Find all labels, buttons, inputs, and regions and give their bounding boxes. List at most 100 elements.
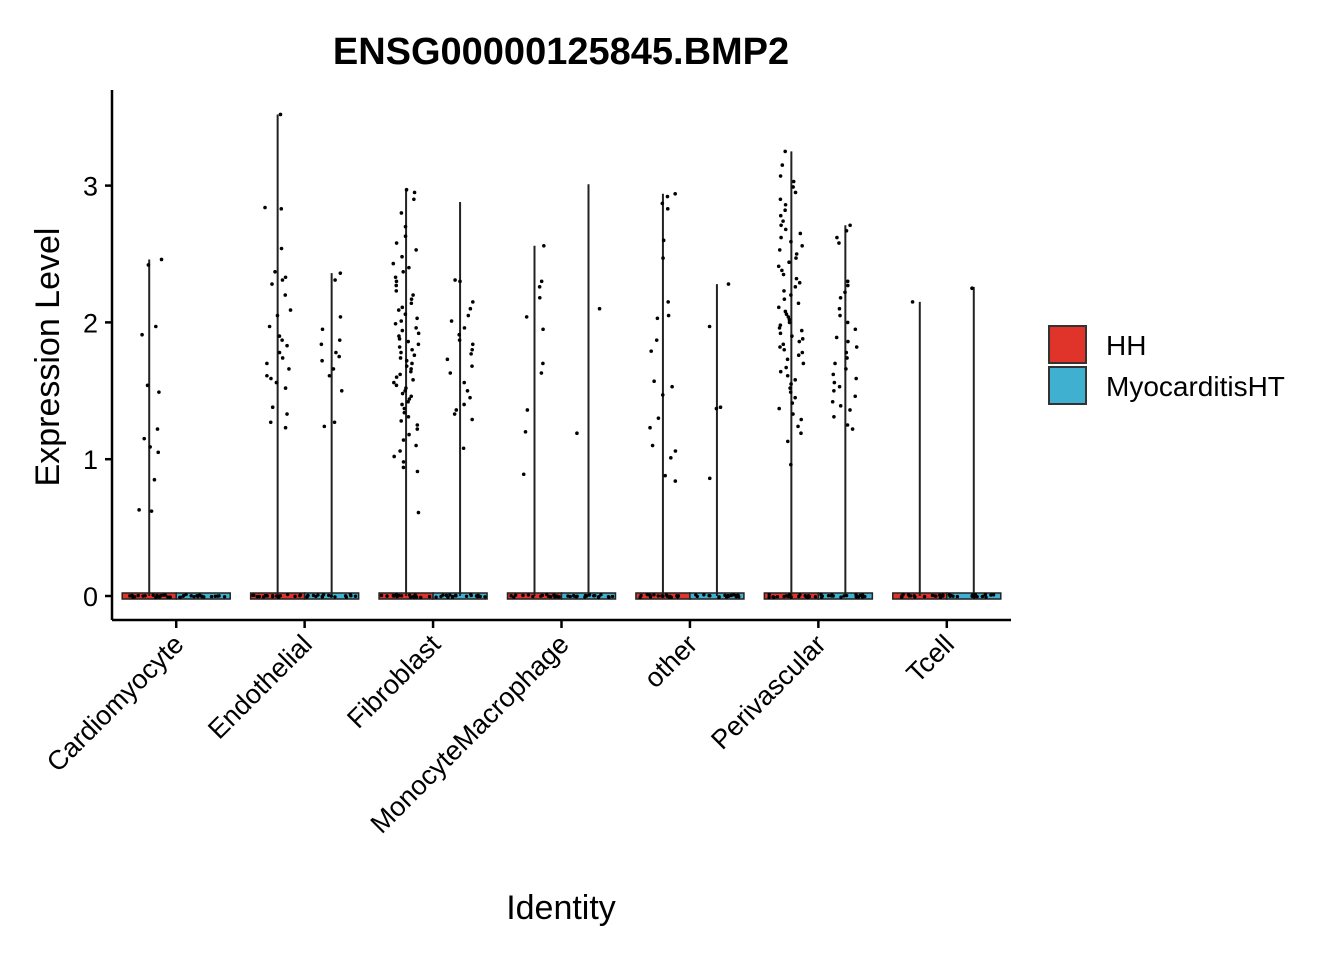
point-endothelial-myocarditisht <box>327 373 332 378</box>
point-monocytemacrophage-hh <box>539 371 544 375</box>
point-other-hh <box>673 449 678 453</box>
point-perivascular-hh <box>776 305 781 310</box>
point-perivascular-myocarditisht <box>845 320 850 325</box>
point-fibroblast-hh <box>404 187 409 192</box>
point-endothelial-hh <box>283 275 288 280</box>
point-zero-cardiomyocyte-hh <box>130 593 134 598</box>
point-endothelial-myocarditisht <box>338 271 343 275</box>
point-perivascular-hh <box>801 361 806 366</box>
point-zero-cardiomyocyte-myocarditisht <box>189 594 193 598</box>
point-perivascular-myocarditisht <box>831 372 836 377</box>
point-fibroblast-hh <box>397 334 401 338</box>
point-zero-fibroblast-hh <box>385 594 389 598</box>
point-perivascular-myocarditisht <box>837 241 841 245</box>
point-fibroblast-hh <box>401 465 406 470</box>
point-monocytemacrophage-myocarditisht <box>575 431 579 436</box>
point-perivascular-hh <box>782 297 787 301</box>
point-perivascular-hh <box>799 417 804 422</box>
point-zero-fibroblast-hh <box>399 594 404 598</box>
point-fibroblast-hh <box>415 316 419 321</box>
point-zero-cardiomyocyte-myocarditisht <box>192 595 196 599</box>
point-cardiomyocyte-hh <box>152 477 157 482</box>
point-zero-fibroblast-myocarditisht <box>446 595 450 600</box>
point-zero-endothelial-myocarditisht <box>348 593 353 597</box>
point-zero-endothelial-hh <box>276 595 281 599</box>
point-perivascular-hh <box>799 431 803 436</box>
point-fibroblast-hh <box>406 414 411 419</box>
point-fibroblast-myocarditisht <box>448 371 453 375</box>
point-perivascular-hh <box>782 347 787 352</box>
point-perivascular-hh <box>797 339 802 344</box>
point-perivascular-hh <box>791 179 796 184</box>
point-zero-perivascular-hh <box>803 593 807 598</box>
point-fibroblast-hh <box>415 469 420 474</box>
point-perivascular-hh <box>800 337 805 341</box>
point-perivascular-myocarditisht <box>848 408 852 412</box>
point-perivascular-myocarditisht <box>844 228 849 233</box>
point-fibroblast-myocarditisht <box>457 332 462 337</box>
point-fibroblast-hh <box>398 372 402 377</box>
point-zero-perivascular-myocarditisht <box>860 593 865 597</box>
point-zero-cardiomyocyte-myocarditisht <box>199 594 204 598</box>
point-perivascular-hh <box>787 320 792 325</box>
point-perivascular-hh <box>780 163 785 167</box>
point-zero-endothelial-hh <box>257 594 261 599</box>
point-perivascular-hh <box>783 202 788 207</box>
point-zero-endothelial-hh <box>293 594 297 599</box>
point-zero-monocytemacrophage-hh <box>548 594 553 599</box>
point-zero-endothelial-hh <box>298 593 303 597</box>
point-zero-tcell-myocarditisht <box>989 593 993 597</box>
point-fibroblast-hh <box>400 305 405 310</box>
point-fibroblast-hh <box>401 460 406 464</box>
point-perivascular-hh <box>783 208 787 213</box>
point-zero-tcell-myocarditisht <box>951 594 955 598</box>
point-perivascular-hh <box>784 312 789 316</box>
x-tick-label-endothelial: Endothelial <box>202 629 318 745</box>
point-perivascular-hh <box>785 439 790 444</box>
point-zero-monocytemacrophage-hh <box>513 593 518 597</box>
point-perivascular-hh <box>779 235 783 240</box>
point-fibroblast-hh <box>401 438 406 442</box>
point-endothelial-hh <box>265 373 269 378</box>
point-perivascular-myocarditisht <box>853 394 858 399</box>
point-fibroblast-hh <box>415 427 420 431</box>
point-fibroblast-myocarditisht <box>470 364 474 368</box>
point-endothelial-hh <box>274 380 279 385</box>
point-endothelial-hh <box>280 278 285 282</box>
point-endothelial-myocarditisht <box>320 327 325 332</box>
point-zero-endothelial-myocarditisht <box>326 593 331 598</box>
point-perivascular-hh <box>781 342 786 347</box>
point-perivascular-myocarditisht <box>843 290 847 295</box>
point-zero-tcell-myocarditisht <box>980 594 985 599</box>
point-perivascular-hh <box>778 197 783 202</box>
point-perivascular-hh <box>791 185 795 189</box>
point-other-hh <box>656 416 661 420</box>
point-zero-tcell-hh <box>906 593 911 597</box>
point-cardiomyocyte-hh <box>157 390 161 394</box>
point-zero-fibroblast-myocarditisht <box>434 595 438 599</box>
point-fibroblast-myocarditisht <box>470 342 475 347</box>
point-fibroblast-hh <box>398 449 402 453</box>
point-zero-perivascular-myocarditisht <box>831 594 835 598</box>
point-monocytemacrophage-hh <box>524 315 529 319</box>
point-fibroblast-myocarditisht <box>445 357 450 362</box>
x-tick-label-cardiomyocyte: Cardiomyocyte <box>41 629 190 778</box>
point-monocytemacrophage-hh <box>541 327 545 332</box>
point-perivascular-myocarditisht <box>854 345 859 349</box>
point-zero-monocytemacrophage-hh <box>531 594 535 599</box>
point-other-hh <box>661 256 665 260</box>
point-other-hh <box>650 443 655 448</box>
point-perivascular-hh <box>794 276 799 281</box>
point-fibroblast-myocarditisht <box>461 446 466 451</box>
point-zero-monocytemacrophage-hh <box>521 593 525 598</box>
point-fibroblast-myocarditisht <box>471 300 475 304</box>
point-perivascular-hh <box>780 268 784 273</box>
point-endothelial-hh <box>285 343 289 348</box>
point-perivascular-myocarditisht <box>830 399 835 404</box>
point-zero-tcell-myocarditisht <box>970 593 975 597</box>
point-fibroblast-hh <box>410 361 414 366</box>
point-fibroblast-hh <box>392 454 396 459</box>
point-zero-fibroblast-hh <box>427 594 432 599</box>
point-endothelial-hh <box>265 361 269 366</box>
point-endothelial-hh <box>277 334 282 338</box>
